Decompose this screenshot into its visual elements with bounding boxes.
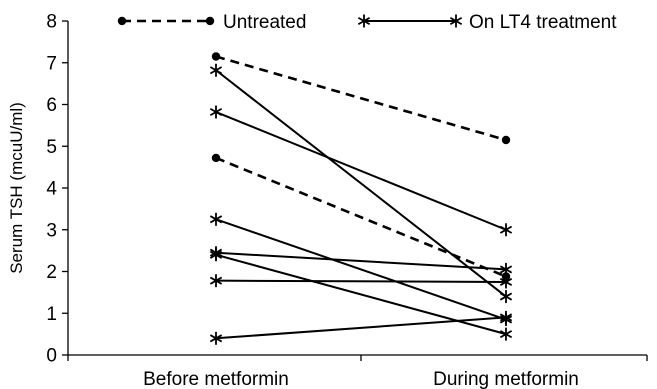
series-7-point-1: [499, 327, 513, 341]
series-7: [209, 248, 513, 341]
series-8-line: [215, 279, 507, 283]
y-axis-ticks: 0 1 2 3 4 5 6 7 8: [46, 12, 68, 367]
series-7-point-0-stroke-2: [209, 250, 223, 259]
series-9: [209, 310, 513, 345]
legend-lt4-star-left: [357, 14, 371, 28]
legend-entry-lt4: On LT4 treatment: [357, 12, 617, 33]
series-9-point-0-stroke-2: [209, 334, 223, 343]
y-axis-title: Serum TSH (mcuU/ml): [7, 102, 26, 274]
series-5-point-0-stroke-2: [209, 215, 223, 224]
series-2: [211, 153, 511, 281]
series-4: [209, 105, 513, 237]
series-8-point-1-stroke-2: [499, 277, 513, 286]
legend-untreated-dot-left: [117, 16, 127, 26]
series-5: [209, 212, 513, 327]
series-3-line: [215, 69, 507, 298]
legend-lt4-star-right-stroke-2: [449, 16, 463, 26]
series-9-point-1: [499, 310, 513, 324]
series-7-point-0: [209, 248, 223, 262]
legend-entry-untreated: Untreated: [117, 12, 306, 33]
series-3-point-1-stroke-2: [499, 292, 513, 301]
legend-untreated-dot-right: [205, 16, 215, 26]
axes: [67, 21, 648, 361]
series-5-point-0: [209, 212, 223, 226]
legend-lt4-label: On LT4 treatment: [469, 12, 617, 33]
y-tick-label-2: 2: [46, 262, 57, 283]
x-axis-categories: Before metformin During metformin: [143, 369, 579, 389]
series-5-line: [215, 218, 507, 321]
series-2-line: [215, 156, 507, 278]
y-tick-label-6: 6: [46, 95, 57, 116]
series-1-point-0: [211, 52, 221, 61]
series-3-point-0-stroke-2: [209, 66, 223, 75]
series-9-point-0: [209, 331, 223, 345]
legend-lt4-star-left-stroke-2: [357, 16, 371, 26]
y-tick-label-8: 8: [46, 12, 57, 33]
series-4-point-0: [209, 105, 223, 119]
series-4-point-1: [499, 223, 513, 237]
y-tick-label-4: 4: [46, 179, 57, 200]
series-6-line: [215, 251, 507, 271]
series-8-point-1: [499, 275, 513, 289]
x-category-label-1: During metformin: [433, 369, 579, 389]
series-1: [211, 52, 511, 145]
series-8: [209, 274, 513, 289]
series-1-point-1: [501, 135, 511, 145]
x-category-label-0: Before metformin: [143, 369, 289, 389]
y-tick-label-3: 3: [46, 220, 57, 241]
legend-untreated-label: Untreated: [223, 12, 306, 33]
series-9-point-1-stroke-2: [499, 313, 513, 322]
series-9-line: [215, 316, 507, 340]
series-2-point-0: [211, 153, 221, 163]
series-6-point-1: [499, 262, 513, 276]
y-tick-label-0: 0: [46, 346, 57, 367]
series-4-line: [215, 111, 507, 231]
y-tick-label-7: 7: [46, 53, 57, 74]
y-tick-label-5: 5: [46, 137, 57, 158]
series-8-point-0: [209, 274, 223, 288]
y-tick-label-1: 1: [46, 304, 57, 325]
series-1-line: [215, 55, 507, 142]
series-8-point-0-stroke-2: [209, 276, 223, 285]
series-3: [209, 63, 513, 304]
series-7-point-1-stroke-2: [499, 330, 513, 339]
series-4-point-1-stroke-2: [499, 225, 513, 234]
series-3-point-1: [499, 290, 513, 304]
series-4-point-0-stroke-2: [209, 107, 223, 117]
legend: Untreated On LT4 treatment: [117, 12, 617, 33]
plot-area: [209, 52, 513, 345]
legend-lt4-star-right: [449, 14, 463, 28]
series-3-point-0: [209, 63, 223, 77]
series-6-point-1-stroke-2: [499, 265, 513, 274]
